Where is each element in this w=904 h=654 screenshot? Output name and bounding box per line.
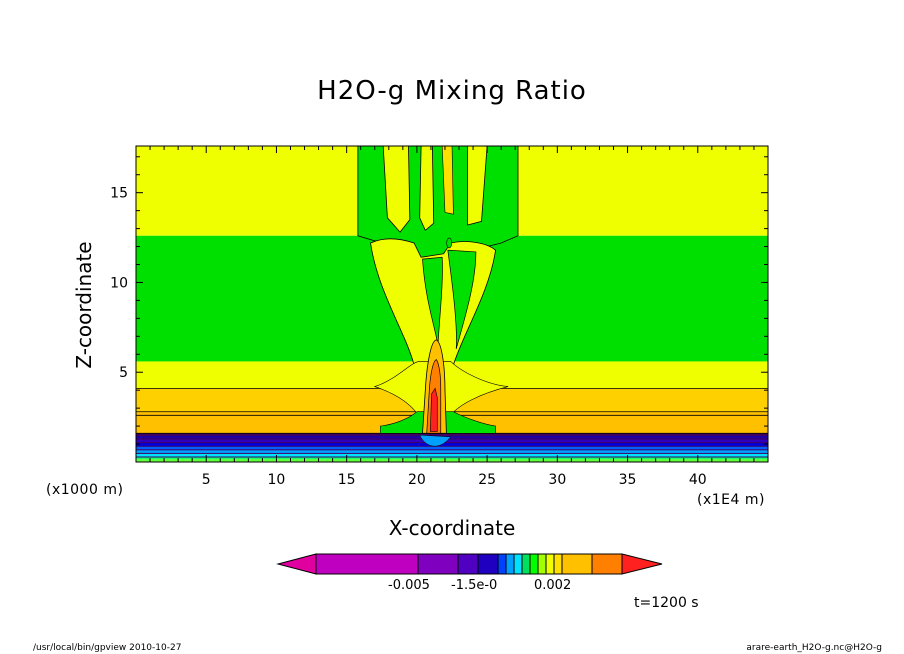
x-tick-label: 35 [619, 472, 637, 488]
x-tick-label: 5 [202, 472, 211, 488]
axis-ticks: 5 10 15 20 25 30 35 40 5 10 15 [110, 146, 768, 488]
colorbar-cell [521, 553, 531, 575]
colorbar-cell [529, 553, 539, 575]
x-tick-label: 20 [408, 472, 426, 488]
colorbar-cell [537, 553, 547, 575]
colorbar-cell [315, 553, 419, 575]
plume-inner-green [447, 249, 477, 349]
footer-left-text: /usr/local/bin/gpview 2010-10-27 [33, 643, 182, 653]
colorbar-arrow-left [276, 553, 317, 575]
colorbar-label: -0.005 [388, 578, 430, 593]
footer-right-text: arare-earth_H2O-g.nc@H2O-g [746, 643, 882, 653]
contour-band [136, 453, 768, 457]
colorbar-arrow-right [621, 553, 663, 575]
colorbar-cell [545, 553, 555, 575]
colorbar-cell [457, 553, 479, 575]
updraft-core [429, 387, 438, 432]
y-tick-label: 15 [110, 186, 128, 202]
x-axis-label: X-coordinate [388, 516, 516, 540]
colorbar-label: -1.5e-0 [451, 578, 498, 593]
y-tick-label: 5 [119, 365, 128, 381]
plot-frame [135, 145, 769, 463]
colorbar-cell [477, 553, 499, 575]
x-tick-label: 40 [689, 472, 707, 488]
colorbar-cell [513, 553, 523, 575]
contour-band [136, 446, 768, 450]
x-tick-label: 15 [338, 472, 356, 488]
x-tick-label: 30 [548, 472, 566, 488]
chart-title: H2O-g Mixing Ratio [317, 76, 587, 106]
x-tick-label: 25 [478, 472, 496, 488]
plume-streak [419, 146, 435, 232]
contour-band [136, 450, 768, 453]
x-scale-label: (x1E4 m) [697, 492, 765, 508]
contour-band [136, 439, 768, 443]
colorbar-cell [561, 553, 593, 575]
colorbar-cell [497, 553, 507, 575]
plot-area [136, 146, 768, 462]
plume-dot [446, 237, 452, 249]
colorbar-cell [591, 553, 623, 575]
contour-band [136, 435, 768, 439]
colorbar-cell [505, 553, 515, 575]
plume-streak [382, 146, 411, 233]
x-tick-label: 10 [268, 472, 286, 488]
x-unit-label: (x1000 m) [46, 482, 124, 498]
time-label: t=1200 s [634, 595, 699, 611]
ground-disturbance [419, 434, 452, 447]
colorbar [276, 553, 663, 575]
y-tick-label: 10 [110, 275, 128, 291]
colorbar-cell [553, 553, 563, 575]
contour-band [136, 458, 768, 462]
colorbar-label: 0.002 [534, 578, 572, 593]
plume-streak [467, 146, 488, 226]
colorbar-cell [417, 553, 459, 575]
contour-band [136, 443, 768, 446]
plume-streak [441, 146, 454, 215]
